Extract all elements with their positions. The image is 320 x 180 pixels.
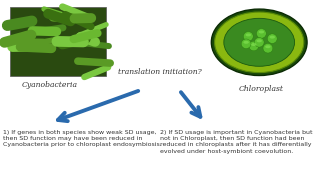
Ellipse shape — [257, 29, 266, 38]
Ellipse shape — [259, 30, 264, 33]
Ellipse shape — [249, 41, 259, 51]
Text: 2) If SD usage is important in Cyanobacteria but
not in Chloroplast, then SD fun: 2) If SD usage is important in Cyanobact… — [160, 130, 313, 154]
Text: Cyanobacteria: Cyanobacteria — [22, 81, 77, 89]
Ellipse shape — [251, 43, 257, 46]
Ellipse shape — [244, 41, 249, 44]
Ellipse shape — [215, 12, 304, 73]
Ellipse shape — [224, 18, 295, 66]
Ellipse shape — [263, 43, 273, 53]
Ellipse shape — [265, 45, 271, 48]
Text: 1) If genes in both species show weak SD usage,
then SD function may have been r: 1) If genes in both species show weak SD… — [3, 130, 162, 147]
Bar — [10, 7, 106, 76]
Ellipse shape — [267, 34, 277, 43]
Text: Chloroplast: Chloroplast — [238, 85, 283, 93]
Ellipse shape — [269, 36, 275, 39]
Ellipse shape — [257, 39, 262, 42]
Ellipse shape — [246, 33, 251, 36]
Text: translation initiation?: translation initiation? — [118, 68, 202, 76]
Ellipse shape — [211, 9, 307, 76]
Ellipse shape — [244, 32, 253, 41]
Ellipse shape — [254, 37, 264, 47]
Ellipse shape — [241, 39, 251, 49]
